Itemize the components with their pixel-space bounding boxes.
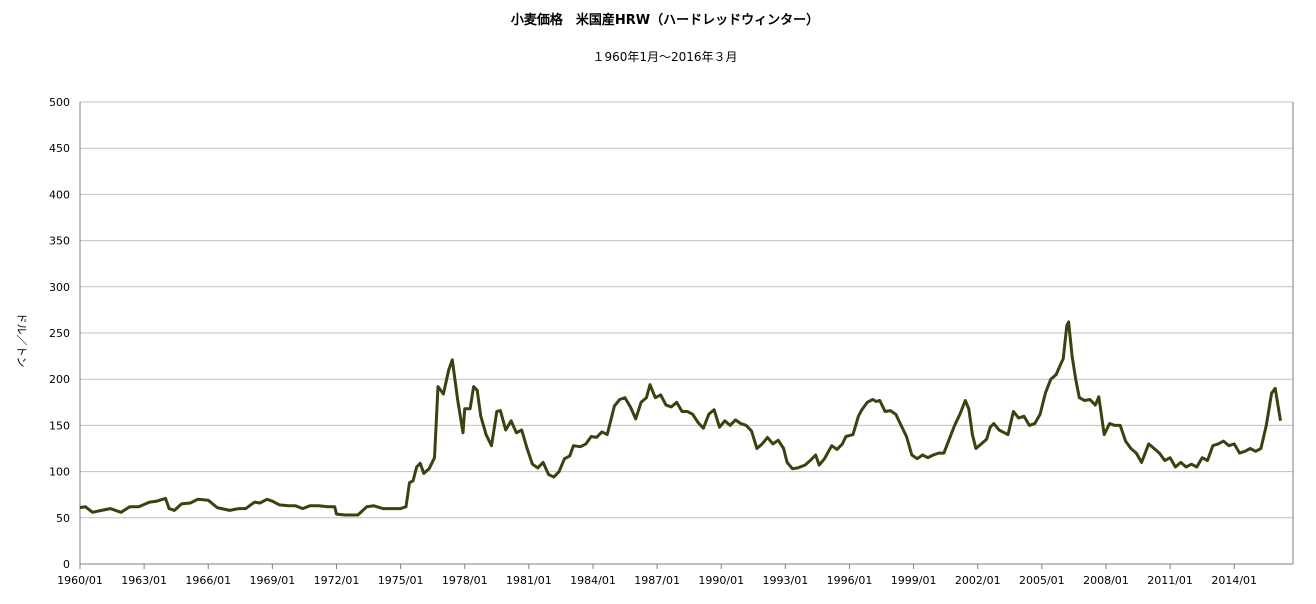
x-tick-label: 1966/01 — [185, 574, 231, 587]
x-tick-label: 1984/01 — [570, 574, 616, 587]
x-tick-label: 1996/01 — [827, 574, 873, 587]
x-tick-label: 1963/01 — [121, 574, 167, 587]
y-tick-label: 100 — [49, 466, 70, 479]
y-tick-label: 350 — [49, 235, 70, 248]
x-tick-label: 1990/01 — [698, 574, 744, 587]
gridlines — [80, 101, 1293, 519]
chart-title: 小麦価格 米国産HRW（ハードレッドウィンター） — [511, 12, 819, 28]
y-tick-labels: 0 50 100 150 200 250 300 350 400 450 500 — [49, 96, 70, 571]
y-axis-label: ドル／トン — [15, 313, 28, 368]
x-tick-label: 1978/01 — [442, 574, 488, 587]
x-tick-label: 1972/01 — [314, 574, 360, 587]
x-tick-label: 2014/01 — [1211, 574, 1257, 587]
x-tick-label: 2008/01 — [1083, 574, 1129, 587]
y-tick-label: 250 — [49, 327, 70, 340]
series-line — [79, 320, 1282, 517]
axes — [79, 102, 1294, 569]
x-tick-label: 1981/01 — [506, 574, 552, 587]
x-tick-label: 1960/01 — [57, 574, 103, 587]
chart-subtitle: １960年1月～2016年３月 — [592, 50, 737, 64]
x-tick-label: 1975/01 — [378, 574, 424, 587]
y-tick-label: 50 — [56, 512, 70, 525]
x-tick-label: 1987/01 — [634, 574, 680, 587]
x-tick-labels: 1960/01 1963/01 1966/01 1969/01 1972/01 1975/… — [57, 574, 1257, 587]
x-tick-label: 2011/01 — [1147, 574, 1193, 587]
x-tick-label: 1993/01 — [763, 574, 809, 587]
x-tick-label: 2005/01 — [1019, 574, 1065, 587]
x-tick-label: 2002/01 — [955, 574, 1001, 587]
y-tick-label: 0 — [63, 558, 70, 571]
x-tick-label: 1999/01 — [891, 574, 937, 587]
y-tick-label: 400 — [49, 188, 70, 201]
x-tick-label: 1969/01 — [250, 574, 296, 587]
y-tick-label: 500 — [49, 96, 70, 109]
y-tick-label: 200 — [49, 373, 70, 386]
y-tick-label: 450 — [49, 142, 70, 155]
y-tick-label: 150 — [49, 419, 70, 432]
y-tick-label: 300 — [49, 281, 70, 294]
